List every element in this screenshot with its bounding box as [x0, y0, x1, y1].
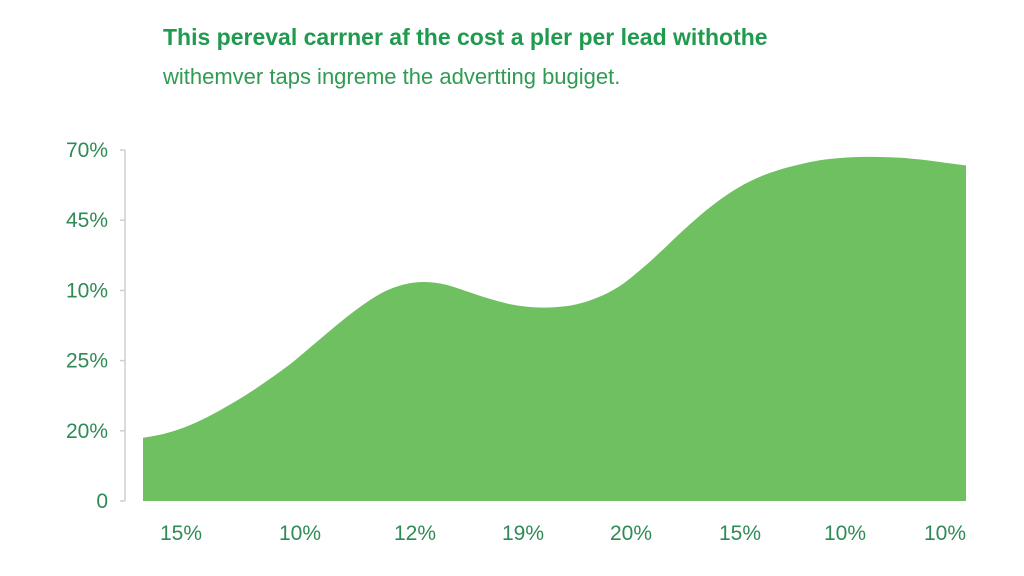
y-tick-label: 10%	[66, 279, 108, 302]
x-tick-label: 10%	[279, 522, 321, 545]
area-series	[143, 156, 966, 502]
y-tick-label: 20%	[66, 420, 108, 443]
y-tick-label: 0	[96, 490, 108, 513]
x-tick-label: 15%	[719, 522, 761, 545]
x-tick-label: 10%	[824, 522, 866, 545]
y-tick-label: 70%	[66, 139, 108, 162]
chart-subtitle: withemver taps ingreme the advertting bu…	[163, 64, 621, 89]
x-tick-label: 12%	[394, 522, 436, 545]
chart-title: This pereval carrner af the cost a pler …	[163, 24, 768, 50]
x-tick-label: 19%	[502, 522, 544, 545]
x-tick-label: 15%	[160, 522, 202, 545]
y-tick-label: 45%	[66, 209, 108, 232]
x-tick-label: 10%	[924, 522, 966, 545]
y-tick-label: 25%	[66, 350, 108, 373]
x-tick-label: 20%	[610, 522, 652, 545]
